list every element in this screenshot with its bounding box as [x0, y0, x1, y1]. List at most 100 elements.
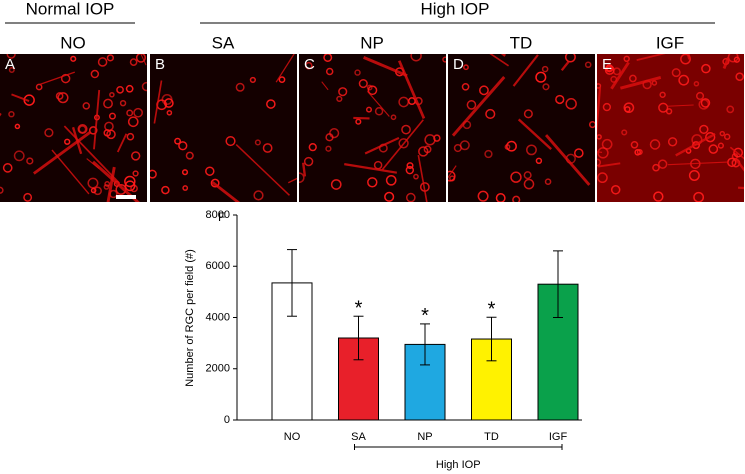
- cell: [733, 147, 744, 158]
- cell: [658, 102, 669, 113]
- fiber: [153, 80, 163, 124]
- cell: [652, 163, 660, 172]
- fiber: [39, 71, 76, 86]
- cell: [695, 91, 705, 101]
- cell: [23, 192, 33, 202]
- cell: [719, 130, 726, 137]
- cell: [249, 76, 256, 84]
- cell: [405, 165, 415, 175]
- cell: [442, 56, 446, 63]
- cell: [733, 56, 741, 63]
- cell: [181, 169, 189, 176]
- cell: [55, 92, 64, 100]
- cell: [735, 72, 744, 82]
- y-axis-label: Number of RGC per field (#): [184, 249, 196, 387]
- cell: [278, 76, 286, 83]
- cell: [185, 151, 194, 160]
- fiber: [517, 118, 552, 151]
- fiber: [417, 154, 428, 202]
- cell: [693, 191, 705, 202]
- cell: [26, 157, 34, 165]
- cell: [124, 180, 136, 192]
- x-tick-label: NO: [284, 431, 301, 443]
- panel-letter: C: [304, 56, 315, 73]
- y-tick-label: 6000: [206, 260, 230, 272]
- cell: [304, 61, 313, 70]
- cell: [708, 144, 719, 154]
- fiber: [140, 54, 147, 66]
- micrograph: [0, 54, 147, 202]
- panel-letter: B: [155, 56, 165, 73]
- micrograph-panels: NO A SA B NP C TD D IGF E: [0, 33, 744, 202]
- group-title: Normal IOP: [26, 0, 115, 18]
- cell: [126, 109, 134, 117]
- cell: [630, 140, 639, 149]
- fiber: [71, 126, 83, 155]
- cell: [610, 185, 621, 195]
- cell: [479, 85, 489, 96]
- cell: [448, 170, 456, 182]
- cell: [659, 91, 666, 98]
- cell: [385, 174, 397, 186]
- cell: [484, 149, 493, 159]
- cell: [680, 54, 691, 65]
- cell: [653, 191, 664, 202]
- cell: [485, 108, 496, 120]
- cell: [57, 92, 69, 104]
- cell: [413, 173, 419, 180]
- cell: [127, 116, 139, 128]
- cell: [109, 91, 115, 98]
- cell: [636, 148, 643, 155]
- image-content: [597, 54, 744, 202]
- cell: [133, 107, 143, 118]
- cell: [410, 54, 422, 62]
- cell: [504, 144, 511, 150]
- cell: [588, 120, 595, 129]
- cell: [2, 163, 13, 173]
- cell: [506, 140, 517, 152]
- cell: [182, 185, 189, 191]
- fiber: [636, 54, 666, 61]
- fiber: [275, 54, 295, 83]
- cell: [13, 150, 25, 162]
- fiber: [729, 146, 744, 160]
- cell: [623, 55, 630, 63]
- cell: [97, 57, 108, 67]
- y-tick-label: 2000: [206, 363, 230, 375]
- x-tick-label: IGF: [549, 431, 568, 443]
- cell: [8, 67, 15, 74]
- cell: [678, 74, 690, 86]
- cell: [131, 151, 141, 161]
- fiber: [93, 89, 101, 150]
- cell: [623, 102, 635, 114]
- fiber: [63, 125, 120, 184]
- cell: [325, 145, 332, 152]
- fiber: [451, 76, 506, 137]
- cell: [423, 145, 432, 154]
- fiber: [106, 166, 116, 202]
- fiber: [675, 132, 716, 157]
- cell: [225, 135, 236, 147]
- fiber: [363, 55, 408, 78]
- x-tick-label: TD: [484, 431, 499, 443]
- cell: [463, 64, 469, 71]
- cell: [150, 169, 157, 179]
- cell: [178, 141, 188, 151]
- cell: [535, 157, 543, 165]
- significance-marker: *: [355, 298, 363, 320]
- cell: [174, 137, 182, 145]
- fiber: [500, 54, 507, 57]
- cell: [510, 171, 522, 183]
- cell: [367, 177, 378, 188]
- cell: [104, 121, 114, 132]
- panel-label: SA: [212, 33, 235, 52]
- panel-letter: A: [5, 56, 15, 73]
- image-content: [0, 54, 147, 202]
- micrograph: [299, 54, 446, 202]
- cell: [693, 80, 700, 87]
- cell: [512, 195, 521, 202]
- cell: [657, 159, 668, 169]
- cell: [262, 143, 273, 153]
- cell: [253, 190, 264, 201]
